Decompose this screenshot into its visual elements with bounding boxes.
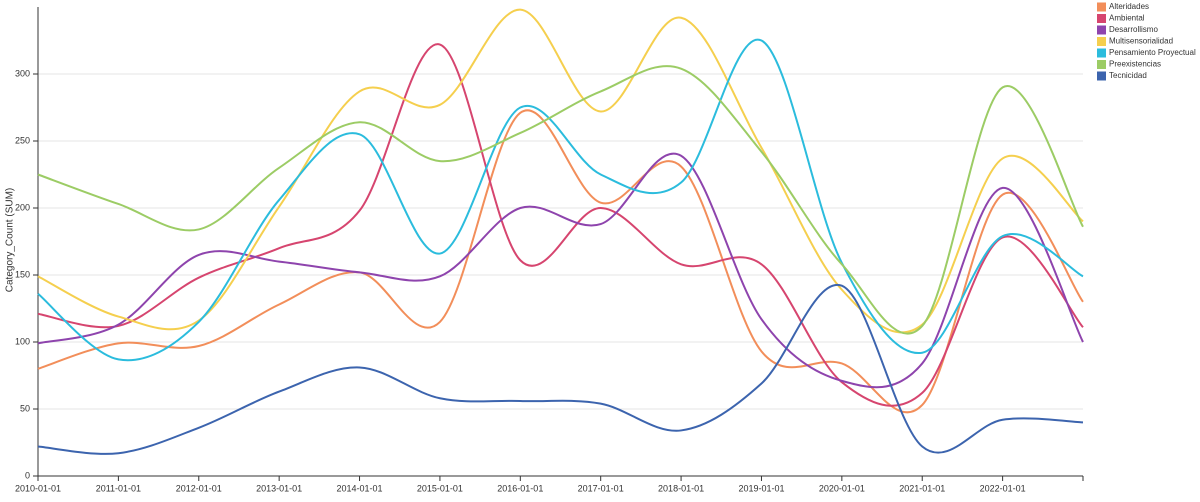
line bbox=[37, 152, 1084, 389]
x-tick-label: 2022-01-01 bbox=[980, 483, 1026, 493]
y-tick-label: 0 bbox=[25, 470, 30, 480]
legend-swatch bbox=[1097, 60, 1106, 69]
x-tick-label: 2014-01-01 bbox=[337, 483, 383, 493]
line bbox=[37, 38, 1084, 362]
legend-label: Ambiental bbox=[1109, 14, 1145, 23]
x-tick-label: 2012-01-01 bbox=[176, 483, 222, 493]
x-tick-label: 2015-01-01 bbox=[417, 483, 463, 493]
y-axis-label: Category_Count (SUM) bbox=[5, 188, 16, 292]
x-tick-label: 2020-01-01 bbox=[819, 483, 865, 493]
x-tick-label: 2018-01-01 bbox=[658, 483, 704, 493]
y-tick-label: 250 bbox=[15, 135, 30, 145]
legend-swatch bbox=[1097, 71, 1106, 81]
legend-swatch bbox=[1097, 25, 1106, 35]
legend-swatch bbox=[1097, 48, 1106, 58]
legend-label: Alteridades bbox=[1109, 2, 1149, 11]
legend-label: Pensamiento Proyectual bbox=[1109, 48, 1196, 57]
x-tick-label: 2019-01-01 bbox=[738, 483, 784, 493]
y-tick-label: 50 bbox=[20, 403, 30, 413]
line bbox=[37, 283, 1084, 455]
legend-label: Preexistencias bbox=[1109, 60, 1161, 69]
y-tick-label: 300 bbox=[15, 68, 30, 78]
legend-label: Multisensorialidad bbox=[1109, 37, 1173, 46]
x-tick-label: 2016-01-01 bbox=[497, 483, 543, 493]
x-tick-label: 2013-01-01 bbox=[256, 483, 302, 493]
legend-swatch bbox=[1097, 14, 1106, 23]
y-tick-label: 100 bbox=[15, 336, 30, 346]
legend-label: Tecnicidad bbox=[1109, 71, 1147, 80]
x-tick-label: 2021-01-01 bbox=[899, 483, 945, 493]
y-tick-label: 200 bbox=[15, 202, 30, 212]
x-tick-label: 2017-01-01 bbox=[578, 483, 624, 493]
x-tick-label: 2010-01-01 bbox=[15, 483, 61, 493]
x-tick-label: 2011-01-01 bbox=[96, 483, 141, 493]
line bbox=[37, 8, 1084, 334]
line bbox=[37, 109, 1084, 414]
line bbox=[37, 65, 1084, 335]
line bbox=[37, 43, 1084, 407]
y-tick-label: 150 bbox=[15, 269, 30, 279]
legend-label: Desarrollismo bbox=[1109, 25, 1158, 34]
legend-swatch bbox=[1097, 37, 1106, 46]
legend-swatch bbox=[1097, 2, 1106, 12]
